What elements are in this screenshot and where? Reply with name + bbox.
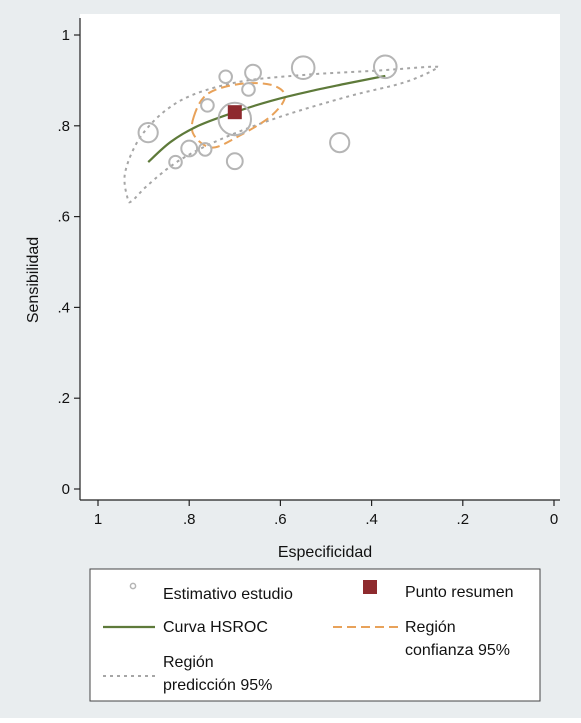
study-point [225,152,244,171]
confidence-region-layer [190,82,287,149]
study-point [218,69,233,85]
x-tick-label: .4 [365,511,378,528]
study-point [200,98,215,113]
x-tick-label: .6 [274,511,287,528]
x-axis-label: Especificidad [278,544,372,561]
x-tick-label: 1 [94,511,102,528]
y-axis-label: Sensibilidad [25,237,42,323]
x-ticks: 1 .8 .6 .4 .2 0 [94,500,558,528]
study-point [241,82,256,97]
hsroc-curve-layer [147,74,386,163]
study-points-layer [137,54,398,171]
confidence-region [190,82,287,149]
study-point [197,142,213,157]
legend-hsroc-curve-label: Curva HSROC [163,619,268,636]
x-tick-label: .8 [183,511,196,528]
y-tick-label: .2 [57,390,70,407]
study-point [329,131,351,154]
study-point [180,139,199,158]
legend-study-estimate-label: Estimativo estudio [163,586,293,603]
x-tick-label: 0 [550,511,558,528]
study-point [290,55,316,80]
plot-area [80,14,560,500]
legend-study-estimate-icon [129,582,137,590]
legend-summary-point-icon [363,580,377,594]
axes: 0 .2 .4 .6 .8 1 1 .8 .6 .4 .2 0 [57,18,560,528]
study-point [137,122,159,144]
legend-box [89,568,541,702]
y-tick-label: .6 [57,209,70,226]
study-point [217,101,253,137]
legend-confidence-region-label-line2: confianza 95% [405,642,510,659]
x-tick-label: .2 [457,511,470,528]
study-point [168,154,183,170]
y-tick-label: .4 [57,299,70,316]
study-point [372,54,398,80]
y-tick-label: .8 [57,118,70,135]
y-tick-label: 1 [62,27,70,44]
legend: Estimativo estudio Punto resumen Curva H… [89,568,541,702]
summary-point [227,105,242,120]
legend-prediction-region-label-line2: predicción 95% [163,677,272,694]
y-ticks: 0 .2 .4 .6 .8 1 [57,27,80,498]
legend-confidence-region-label-line1: Región [405,619,456,636]
y-tick-label: 0 [62,481,70,498]
study-point [244,63,262,82]
summary-point-layer [227,105,242,120]
legend-summary-point-label: Punto resumen [405,584,514,601]
hsroc-curve [147,74,386,163]
legend-prediction-region-label-line1: Región [163,654,214,671]
